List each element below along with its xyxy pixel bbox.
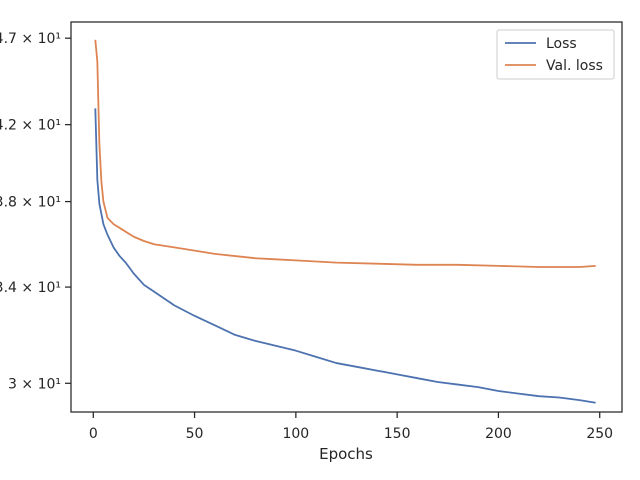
- y-tick-label: 3.8 × 10¹: [0, 195, 61, 211]
- y-tick-label: 4.7 × 10¹: [0, 31, 61, 47]
- x-tick-label: 250: [586, 426, 613, 442]
- y-tick-label: 3.4 × 10¹: [0, 280, 61, 296]
- series-line-loss: [94, 108, 596, 404]
- plot-frame: [70, 21, 623, 413]
- x-tick-label: 150: [384, 426, 411, 442]
- y-tick-label: 4.2 × 10¹: [0, 118, 61, 134]
- y-tick-label: 3 × 10¹: [8, 376, 61, 392]
- x-tick-label: 0: [89, 426, 98, 442]
- x-tick-label: 100: [282, 426, 309, 442]
- x-axis-label: Epochs: [319, 445, 373, 463]
- series-line-val-loss: [94, 39, 596, 268]
- x-axis: 0 50 100 150 200 250: [89, 412, 613, 442]
- y-axis: 3 × 10¹ 3.4 × 10¹ 3.8 × 10¹ 4.2 × 10¹ 4.7 × …: [0, 31, 71, 392]
- legend: Loss Val. loss: [496, 29, 615, 80]
- legend-label-val-loss: Val. loss: [546, 58, 603, 74]
- x-tick-label: 200: [485, 426, 512, 442]
- series-layer: [94, 39, 596, 404]
- legend-label-loss: Loss: [546, 36, 577, 52]
- x-tick-label: 50: [186, 426, 204, 442]
